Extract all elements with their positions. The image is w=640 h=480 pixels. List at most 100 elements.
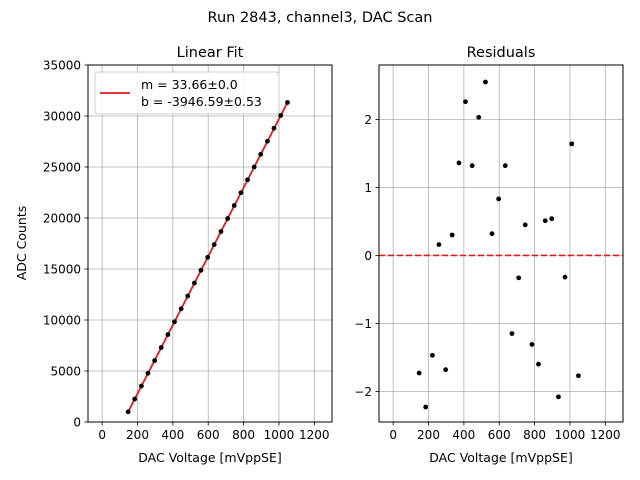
- linear-fit-x-tick-label: 1000: [264, 428, 295, 442]
- residual-point: [509, 331, 515, 336]
- linear-fit-x-axis-label: DAC Voltage [mVppSE]: [138, 450, 281, 465]
- linear-fit-x-ticks: 0 200 400 600 800 1000 1200: [98, 422, 330, 442]
- residuals-x-tick-label: 1000: [555, 428, 586, 442]
- residuals-x-ticks: 0 200 400 600 800 1000 1200: [389, 422, 621, 442]
- linear-fit-y-tick-label: 5000: [50, 365, 81, 379]
- data-point: [185, 293, 191, 299]
- data-point: [205, 254, 211, 260]
- residual-point: [542, 218, 548, 224]
- data-point: [271, 125, 277, 131]
- residuals-x-tick-label: 200: [417, 428, 440, 442]
- data-point: [198, 267, 204, 273]
- residual-point: [536, 361, 541, 367]
- data-point: [285, 100, 290, 105]
- linear-fit-y-tick-label: 20000: [43, 212, 81, 226]
- linear-fit-y-tick-label: 30000: [43, 110, 81, 124]
- data-point: [165, 332, 171, 337]
- residual-point: [562, 274, 568, 280]
- linear-fit-x-tick-label: 200: [126, 428, 149, 442]
- residuals-y-tick-label: 1: [364, 181, 372, 195]
- data-point: [138, 383, 144, 389]
- data-point: [132, 396, 138, 402]
- residual-point: [416, 370, 422, 376]
- residual-point: [556, 394, 561, 400]
- residual-point: [549, 216, 555, 222]
- linear-fit-grid: [88, 64, 332, 423]
- data-point: [238, 190, 244, 196]
- residual-point: [569, 141, 575, 147]
- residuals-y-ticks: −2 −1 0 1 2: [354, 113, 379, 399]
- linear-fit-panel: Linear Fit 0 200 400 600 800 1000 1200 0 5000 10…: [14, 45, 333, 465]
- data-point: [258, 151, 264, 157]
- linear-fit-x-tick-label: 0: [98, 428, 106, 442]
- data-point: [125, 409, 131, 415]
- residuals-panel: Residuals 0 200 400 600 800 1000 1200 −2−1012 …: [354, 45, 624, 465]
- data-point: [225, 216, 231, 221]
- data-point: [192, 280, 197, 286]
- residuals-x-tick-label: 0: [389, 428, 397, 442]
- residuals-y-tick-label: 0: [364, 249, 372, 263]
- residuals-x-tick-label: 800: [523, 428, 546, 442]
- residual-point: [489, 231, 495, 237]
- residual-point: [469, 163, 475, 169]
- residual-point: [436, 242, 442, 247]
- residual-point: [449, 232, 455, 238]
- residual-point: [423, 404, 429, 410]
- residual-point: [463, 99, 468, 105]
- residual-point: [496, 196, 502, 202]
- linear-fit-legend: m = 33.66±0.0 b = -3946.59±0.53: [94, 71, 280, 115]
- residual-point: [483, 79, 488, 85]
- data-point: [172, 319, 177, 325]
- data-point: [218, 229, 224, 234]
- residuals-title: Residuals: [467, 45, 536, 61]
- residual-point: [443, 367, 449, 373]
- linear-fit-axes-frame: [87, 64, 333, 423]
- residuals-y-tick-label: 2: [364, 113, 372, 127]
- data-point: [278, 113, 284, 118]
- figure-title: Run 2843, channel3, DAC Scan: [208, 10, 433, 26]
- data-point: [158, 345, 164, 350]
- linear-fit-x-tick-label: 800: [232, 428, 255, 442]
- linear-fit-x-tick-label: 1200: [299, 428, 330, 442]
- residuals-x-tick-label: 1200: [590, 428, 621, 442]
- residuals-axes-frame: [378, 64, 624, 423]
- linear-fit-y-tick-label: 35000: [43, 59, 81, 73]
- data-point: [178, 306, 184, 312]
- linear-fit-points: [125, 100, 290, 415]
- legend-slope-entry: m = 33.66±0.0: [141, 77, 238, 92]
- residual-point: [456, 160, 462, 166]
- linear-fit-y-tick-label: 25000: [43, 161, 81, 175]
- linear-fit-y-tick-label: 15000: [43, 263, 81, 277]
- residuals-x-tick-label: 400: [452, 428, 475, 442]
- data-point: [231, 203, 237, 208]
- residual-point: [516, 275, 522, 281]
- residuals-y-tick-label: −1: [354, 317, 372, 331]
- linear-fit-title: Linear Fit: [177, 45, 244, 61]
- linear-fit-y-tick-label: 0: [73, 416, 81, 430]
- linear-fit-y-axis-label: ADC Counts: [14, 206, 29, 281]
- residual-point: [502, 163, 508, 169]
- residuals-x-tick-label: 600: [488, 428, 511, 442]
- linear-fit-y-tick-label: 10000: [43, 314, 81, 328]
- legend-intercept-entry: b = -3946.59±0.53: [141, 94, 262, 109]
- data-point: [211, 242, 217, 247]
- residual-point: [476, 114, 482, 120]
- residual-point: [429, 352, 435, 358]
- legend-box: [94, 71, 280, 115]
- linear-fit-x-tick-label: 400: [161, 428, 184, 442]
- linear-fit-y-ticks: 0 5000 10000 15000 20000 25000 30000 35000: [43, 59, 88, 430]
- residual-point: [522, 222, 528, 228]
- residual-point: [576, 373, 581, 379]
- residuals-points: [416, 79, 581, 410]
- residual-point: [529, 342, 535, 347]
- linear-fit-x-tick-label: 600: [197, 428, 220, 442]
- data-point: [145, 370, 151, 376]
- data-point: [245, 177, 250, 183]
- data-point: [152, 358, 158, 363]
- data-point: [251, 164, 257, 170]
- data-point: [265, 138, 270, 144]
- residuals-y-tick-label: −2: [354, 385, 372, 399]
- residuals-grid: [379, 65, 623, 422]
- residuals-x-axis-label: DAC Voltage [mVppSE]: [429, 450, 572, 465]
